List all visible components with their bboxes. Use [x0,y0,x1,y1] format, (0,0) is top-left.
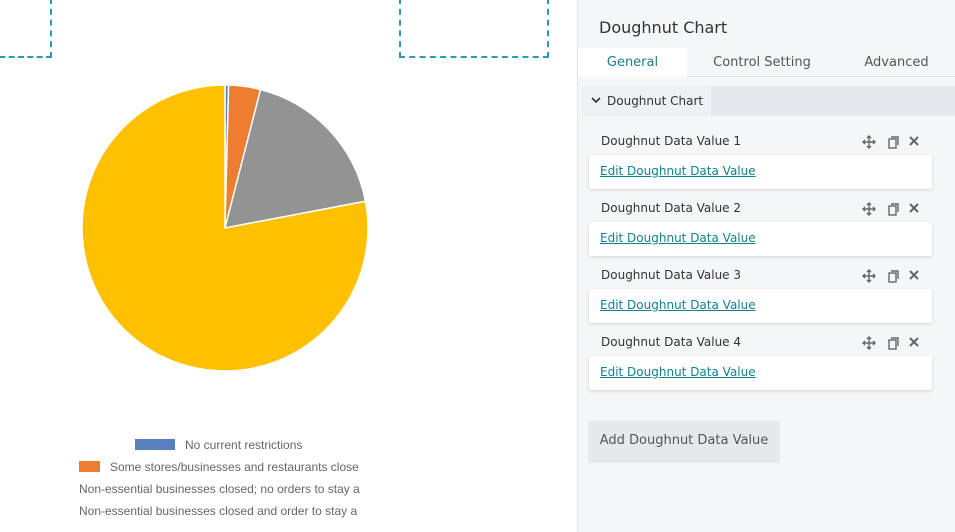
pie-slice [81,84,369,372]
legend-swatch [79,461,100,473]
legend-label: Non-essential businesses closed and orde… [79,503,358,518]
legend-label: No current restrictions [185,437,303,452]
item-card: Edit Doughnut Data Value [589,155,932,189]
item-icons[interactable] [862,269,932,283]
item-actions [862,201,932,220]
item-card: Edit Doughnut Data Value [589,289,932,323]
item-actions [862,134,932,153]
legend-item: Non-essential businesses closed and orde… [70,503,372,518]
item-icons[interactable] [862,202,932,216]
settings-panel: Doughnut Chart General Control Setting A… [577,0,955,532]
legend-item: Non-essential businesses closed; no orde… [70,481,372,496]
pie-slice [223,88,367,229]
pie-chart [81,84,369,372]
chevron-icon [591,97,601,104]
item-title: Doughnut Data Value 1 [601,134,742,148]
tab[interactable]: Control Setting [713,55,811,70]
panel-title: Doughnut Chart [599,18,728,37]
item-title: Doughnut Data Value 2 [601,201,742,215]
edit-link[interactable]: Edit Doughnut Data Value [600,298,756,312]
section-title: Doughnut Chart [607,94,704,108]
legend-label: Some stores/businesses and restaurants c… [110,459,359,474]
legend-label: Non-essential businesses closed; no orde… [79,481,360,496]
tab[interactable]: General [578,48,687,77]
section-tab[interactable]: Doughnut Chart [581,86,711,116]
item-title: Doughnut Data Value 3 [601,268,742,282]
edit-link[interactable]: Edit Doughnut Data Value [600,231,756,245]
legend-item: No current restrictions [70,437,372,452]
edit-link[interactable]: Edit Doughnut Data Value [600,365,756,379]
edit-link[interactable]: Edit Doughnut Data Value [600,164,756,178]
drop-zone [0,0,52,58]
tab[interactable]: Advanced [864,55,929,70]
item-card: Edit Doughnut Data Value [589,222,932,256]
item-actions [862,268,932,287]
add-button[interactable]: Add Doughnut Data Value [589,421,779,461]
legend-item: Some stores/businesses and restaurants c… [70,459,372,474]
item-title: Doughnut Data Value 4 [601,335,742,349]
item-icons[interactable] [862,135,932,149]
divider [578,76,955,77]
item-actions [862,335,932,354]
item-icons[interactable] [862,336,932,350]
item-card: Edit Doughnut Data Value [589,356,932,390]
legend-swatch [135,439,175,451]
drop-zone [399,0,549,58]
